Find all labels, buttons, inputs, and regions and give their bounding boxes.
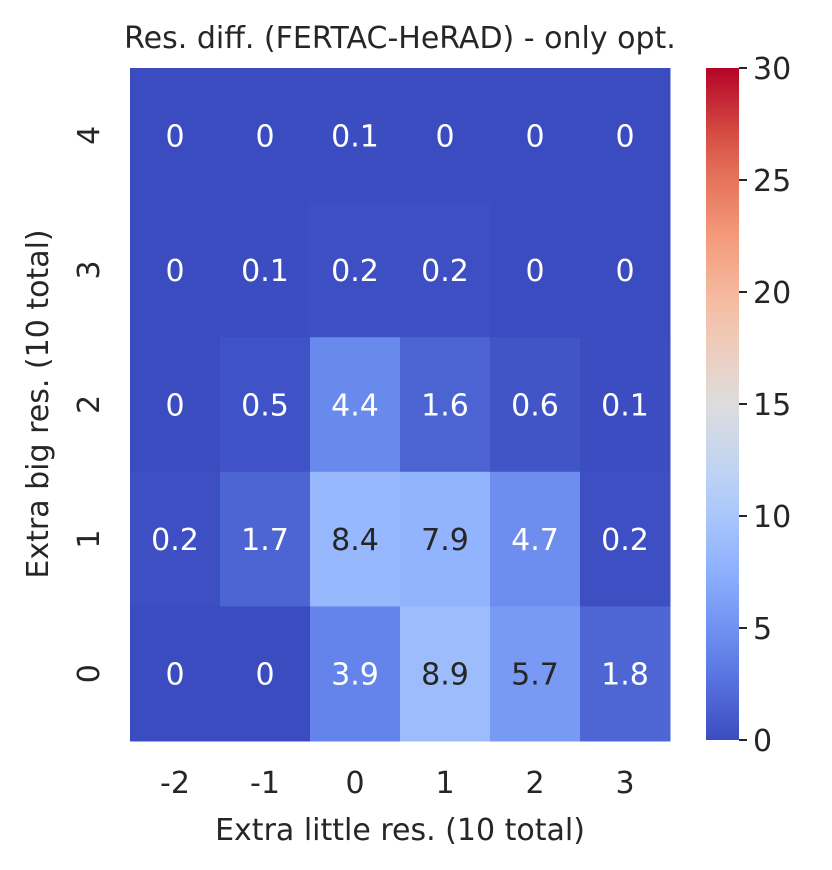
- heatmap-cell: [400, 471, 491, 607]
- heatmap-cell: [400, 202, 491, 338]
- chart-title: Res. diff. (FERTAC-HeRAD) - only opt.: [124, 21, 676, 56]
- cell-value-label: 8.4: [331, 523, 379, 558]
- cell-value-label: 1.6: [421, 389, 469, 424]
- cell-value-label: 0: [615, 119, 634, 154]
- heatmap-cell: [580, 471, 671, 607]
- cell-value-label: 0.5: [241, 389, 289, 424]
- cell-value-label: 0: [165, 119, 184, 154]
- heatmap-cell: [130, 337, 221, 473]
- colorbar-tick-label: 20: [753, 276, 791, 311]
- colorbar-tick-label: 25: [753, 164, 791, 199]
- y-axis-label: Extra big res. (10 total): [21, 229, 56, 578]
- cell-value-label: 4.4: [331, 389, 379, 424]
- y-tick-label: 4: [72, 126, 107, 145]
- cell-value-label: 5.7: [511, 658, 559, 693]
- heatmap-cell: [310, 606, 401, 742]
- heatmap-cell: [580, 606, 671, 742]
- cell-value-label: 0.1: [241, 254, 289, 289]
- cell-value-label: 7.9: [421, 523, 469, 558]
- y-tick-labels: 4 3 2 1 0: [72, 126, 107, 683]
- colorbar: 0 5 10 15 20 25 30: [706, 52, 791, 759]
- heatmap-cell: [490, 606, 581, 742]
- heatmap-cell: [400, 606, 491, 742]
- heatmap-cell: [220, 337, 311, 473]
- heatmap-cell: [130, 471, 221, 607]
- cell-value-label: 0: [165, 658, 184, 693]
- colorbar-tick-label: 5: [753, 612, 772, 647]
- cell-value-label: 0.2: [331, 254, 379, 289]
- heatmap-cell: [220, 471, 311, 607]
- cell-value-label: 0: [525, 254, 544, 289]
- y-tick-label: 1: [72, 530, 107, 549]
- cell-value-label: 0: [255, 119, 274, 154]
- x-tick-label: 2: [525, 766, 544, 801]
- cell-value-label: 0.1: [331, 119, 379, 154]
- heatmap-cell: [400, 337, 491, 473]
- heatmap-cell: [310, 68, 401, 204]
- heatmap-cell: [310, 337, 401, 473]
- cell-value-label: 0: [435, 119, 454, 154]
- x-tick-label: 0: [345, 766, 364, 801]
- cell-value-label: 8.9: [421, 658, 469, 693]
- heatmap-cell: [130, 68, 221, 204]
- cell-value-label: 0.1: [601, 389, 649, 424]
- x-tick-label: 3: [615, 766, 634, 801]
- heatmap-cells: 0 0 0.1 0 0 0 0 0.1 0.2 0.2 0 0 0 0.5 4.4 1.6 0.6 0.1 0.2 1…: [130, 68, 671, 742]
- colorbar-gradient: [706, 68, 739, 740]
- y-tick-label: 2: [72, 395, 107, 414]
- heatmap-cell: [580, 337, 671, 473]
- cell-value-label: 1.7: [241, 523, 289, 558]
- y-tick-label: 3: [72, 260, 107, 279]
- x-tick-label: -1: [250, 766, 280, 801]
- cell-value-label: 0.6: [511, 389, 559, 424]
- heatmap-cell: [310, 471, 401, 607]
- heatmap-cell: [490, 202, 581, 338]
- heatmap-cell: [490, 68, 581, 204]
- colorbar-tick-label: 10: [753, 500, 791, 535]
- heatmap-cell: [580, 202, 671, 338]
- cell-value-label: 0.2: [601, 523, 649, 558]
- heatmap-cell: [130, 606, 221, 742]
- x-axis-label: Extra little res. (10 total): [215, 813, 585, 848]
- y-tick-label: 0: [72, 664, 107, 683]
- heatmap-cell: [130, 202, 221, 338]
- heatmap-cell: [220, 68, 311, 204]
- colorbar-tick-label: 15: [753, 388, 791, 423]
- cell-value-label: 4.7: [511, 523, 559, 558]
- x-tick-label: -2: [160, 766, 190, 801]
- heatmap-cell: [220, 606, 311, 742]
- heatmap-cell: [220, 202, 311, 338]
- cell-value-label: 0: [615, 254, 634, 289]
- cell-value-label: 1.8: [601, 658, 649, 693]
- heatmap-cell: [400, 68, 491, 204]
- x-tick-label: 1: [435, 766, 454, 801]
- cell-value-label: 0: [165, 254, 184, 289]
- cell-value-label: 0: [255, 658, 274, 693]
- cell-value-label: 0: [165, 389, 184, 424]
- cell-value-label: 3.9: [331, 658, 379, 693]
- heatmap-cell: [310, 202, 401, 338]
- colorbar-tick-label: 0: [753, 724, 772, 759]
- heatmap-cell: [490, 471, 581, 607]
- cell-value-label: 0.2: [421, 254, 469, 289]
- cell-value-label: 0: [525, 119, 544, 154]
- cell-value-label: 0.2: [151, 523, 199, 558]
- colorbar-tick-label: 30: [753, 52, 791, 87]
- heatmap-cell: [580, 68, 671, 204]
- x-tick-labels: -2 -1 0 1 2 3: [160, 766, 635, 801]
- heatmap-cell: [490, 337, 581, 473]
